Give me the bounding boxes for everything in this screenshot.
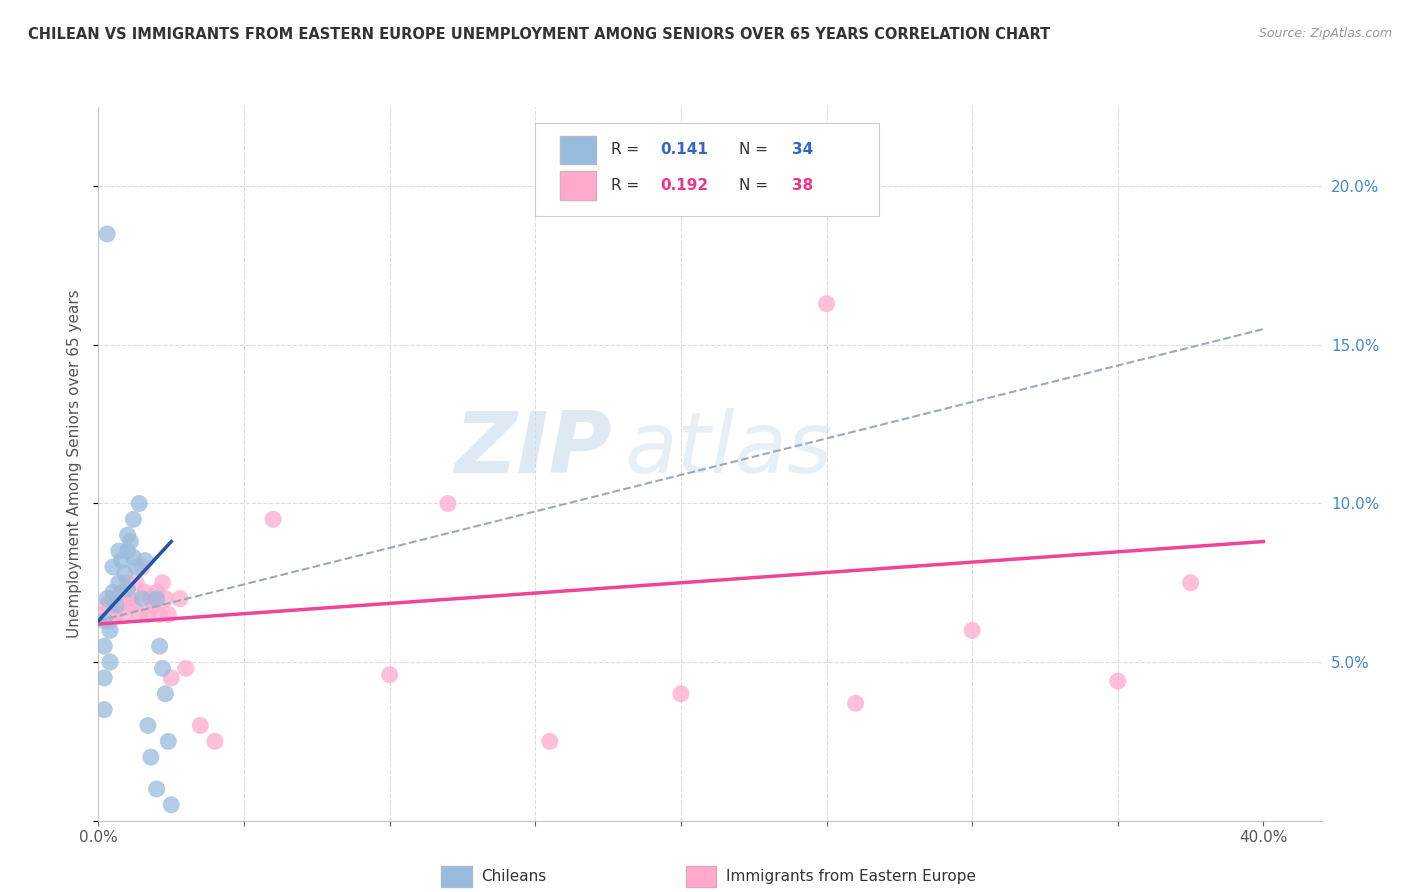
- Point: [155, 687, 177, 701]
- Point: [262, 512, 284, 526]
- Text: ZIP: ZIP: [454, 408, 612, 491]
- Text: Chileans: Chileans: [481, 869, 547, 884]
- Point: [93, 639, 115, 653]
- Point: [174, 661, 197, 675]
- Point: [117, 528, 139, 542]
- Point: [145, 591, 167, 606]
- Point: [152, 575, 174, 590]
- Text: 0.141: 0.141: [659, 143, 707, 157]
- Text: R =: R =: [612, 178, 644, 193]
- Point: [117, 575, 139, 590]
- Text: 38: 38: [792, 178, 813, 193]
- Point: [1107, 674, 1129, 689]
- Point: [96, 591, 118, 606]
- Point: [120, 534, 142, 549]
- Point: [122, 512, 145, 526]
- Point: [136, 718, 159, 732]
- Point: [117, 544, 139, 558]
- Point: [960, 624, 983, 638]
- Point: [125, 560, 148, 574]
- Point: [101, 585, 124, 599]
- Point: [114, 607, 136, 622]
- Point: [111, 553, 134, 567]
- Point: [98, 624, 121, 638]
- Point: [157, 734, 180, 748]
- Point: [122, 550, 145, 565]
- Point: [815, 296, 838, 310]
- Point: [160, 671, 183, 685]
- Text: 34: 34: [792, 143, 813, 157]
- Point: [120, 591, 142, 606]
- Point: [142, 598, 165, 612]
- Point: [139, 591, 162, 606]
- Point: [101, 591, 124, 606]
- Point: [98, 614, 121, 628]
- Point: [125, 575, 148, 590]
- Point: [93, 703, 115, 717]
- Point: [169, 591, 191, 606]
- Point: [152, 661, 174, 675]
- Point: [139, 750, 162, 764]
- Point: [114, 566, 136, 581]
- Point: [104, 598, 127, 612]
- Point: [157, 607, 180, 622]
- Bar: [441, 865, 471, 887]
- Point: [117, 582, 139, 596]
- Point: [108, 598, 131, 612]
- Point: [131, 591, 153, 606]
- Text: Source: ZipAtlas.com: Source: ZipAtlas.com: [1258, 27, 1392, 40]
- Point: [93, 607, 115, 622]
- Point: [134, 553, 156, 567]
- Text: N =: N =: [740, 143, 773, 157]
- Point: [122, 598, 145, 612]
- Point: [128, 496, 150, 510]
- Text: atlas: atlas: [624, 408, 832, 491]
- Point: [149, 639, 172, 653]
- Point: [188, 718, 212, 732]
- Point: [93, 614, 115, 628]
- Y-axis label: Unemployment Among Seniors over 65 years: Unemployment Among Seniors over 65 years: [67, 290, 83, 638]
- Point: [538, 734, 561, 748]
- Point: [437, 496, 460, 510]
- Point: [378, 667, 401, 681]
- Point: [145, 781, 167, 796]
- Bar: [560, 136, 596, 164]
- Bar: [560, 171, 596, 200]
- Text: CHILEAN VS IMMIGRANTS FROM EASTERN EUROPE UNEMPLOYMENT AMONG SENIORS OVER 65 YEA: CHILEAN VS IMMIGRANTS FROM EASTERN EUROP…: [28, 27, 1050, 42]
- Point: [96, 227, 118, 241]
- Point: [155, 591, 177, 606]
- Point: [98, 655, 121, 669]
- Point: [149, 607, 172, 622]
- Point: [128, 607, 150, 622]
- Point: [669, 687, 692, 701]
- Point: [136, 607, 159, 622]
- Point: [108, 575, 131, 590]
- Point: [93, 671, 115, 685]
- Point: [145, 585, 167, 599]
- Point: [845, 696, 868, 710]
- Point: [108, 544, 131, 558]
- Point: [160, 797, 183, 812]
- Point: [104, 607, 127, 622]
- Point: [204, 734, 226, 748]
- Text: Immigrants from Eastern Europe: Immigrants from Eastern Europe: [725, 869, 976, 884]
- Point: [1180, 575, 1202, 590]
- Text: R =: R =: [612, 143, 644, 157]
- Point: [96, 598, 118, 612]
- Point: [134, 585, 156, 599]
- Text: N =: N =: [740, 178, 773, 193]
- FancyBboxPatch shape: [536, 123, 879, 216]
- Bar: [686, 865, 716, 887]
- Point: [101, 560, 124, 574]
- Text: 0.192: 0.192: [659, 178, 709, 193]
- Point: [131, 560, 153, 574]
- Point: [111, 585, 134, 599]
